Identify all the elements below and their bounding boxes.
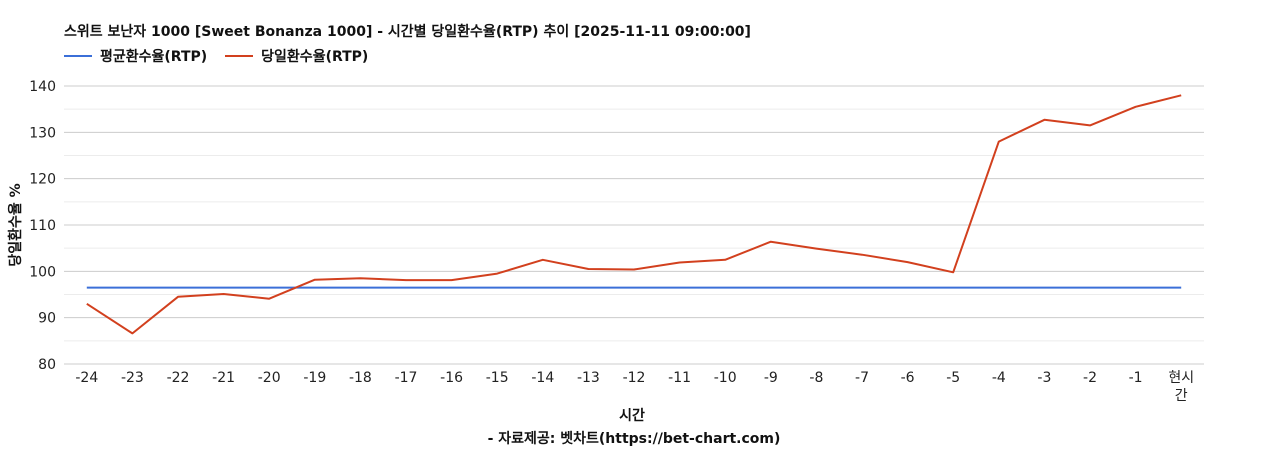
x-tick-label: 현시 간	[1168, 370, 1194, 404]
legend: 평균환수율(RTP) 당일환수율(RTP)	[64, 46, 368, 66]
legend-item-average-rtp[interactable]: 평균환수율(RTP)	[64, 46, 207, 66]
x-tick-label: -12	[623, 370, 646, 386]
x-tick-label: -15	[486, 370, 509, 386]
x-tick-label: -20	[258, 370, 281, 386]
x-tick-label: -9	[764, 370, 778, 386]
y-tick-labels: 80 90 100 110 120 130 140	[29, 79, 56, 373]
x-tick-label: -11	[668, 370, 691, 386]
x-tick-label: -19	[303, 370, 326, 386]
y-tick-label: 80	[38, 357, 56, 373]
x-tick-label: -7	[855, 370, 869, 386]
x-tick-label: -13	[577, 370, 600, 386]
y-tick-label: 120	[29, 172, 56, 188]
x-tick-label: -5	[946, 370, 960, 386]
x-tick-label: -2	[1083, 370, 1097, 386]
x-tick-label: -1	[1129, 370, 1143, 386]
x-tick-label: -3	[1037, 370, 1051, 386]
x-tick-label: -23	[121, 370, 144, 386]
x-tick-label: -16	[440, 370, 463, 386]
legend-swatch-average	[64, 55, 92, 57]
x-axis-title: 시간	[619, 407, 645, 424]
y-tick-label: 130	[29, 125, 56, 141]
legend-label-average: 평균환수율(RTP)	[100, 49, 208, 65]
x-tick-label: -17	[395, 370, 418, 386]
y-tick-label: 140	[29, 79, 56, 95]
chart-title: 스위트 보난자 1000 [Sweet Bonanza 1000] - 시간별 …	[64, 24, 751, 40]
source-footer: - 자료제공: 벳차트(https://bet-chart.com)	[487, 431, 781, 447]
daily-rtp-line	[86, 94, 1182, 335]
x-tick-label: -21	[212, 370, 235, 386]
y-tick-label: 110	[29, 218, 56, 234]
x-tick-label: -22	[167, 370, 190, 386]
gridlines	[64, 85, 1204, 365]
y-tick-label: 100	[29, 264, 56, 280]
y-axis-title: 당일환수율 %	[7, 183, 24, 266]
x-tick-label: -18	[349, 370, 372, 386]
x-tick-label: -14	[531, 370, 554, 386]
y-tick-label: 90	[38, 311, 56, 327]
x-tick-label: -4	[992, 370, 1006, 386]
x-tick-label: -8	[809, 370, 823, 386]
x-tick-labels: -24 -23 -22 -21 -20 -19 -18 -17 -16 -15 -14 -13 -12 -…	[75, 370, 1194, 404]
legend-swatch-daily	[225, 55, 254, 57]
legend-label-daily: 당일환수율(RTP)	[261, 49, 369, 65]
x-tick-label: -10	[714, 370, 737, 386]
legend-item-daily-rtp[interactable]: 당일환수율(RTP)	[225, 46, 368, 66]
series-lines	[86, 94, 1182, 335]
x-tick-label: -6	[901, 370, 915, 386]
x-tick-label: -24	[75, 370, 98, 386]
